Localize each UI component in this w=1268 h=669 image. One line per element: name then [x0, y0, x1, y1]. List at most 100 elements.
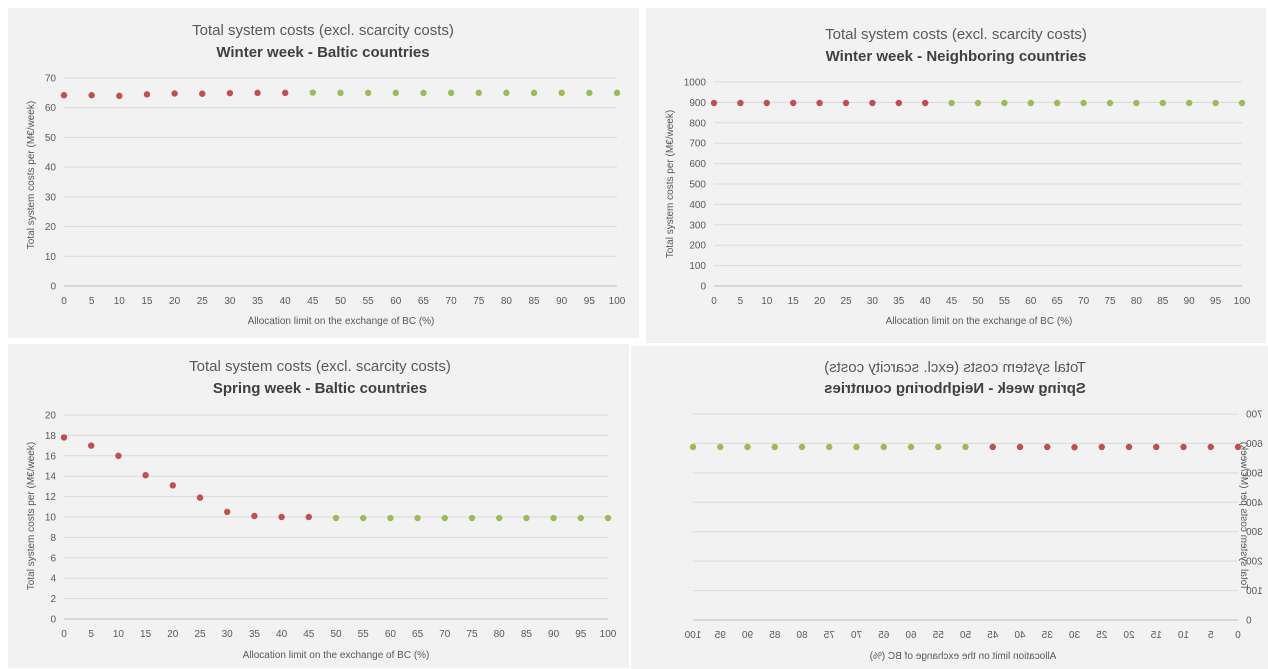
data-point: [586, 89, 593, 97]
y-tick-label: 12: [45, 492, 57, 503]
data-point: [332, 514, 340, 522]
x-tick-label: 85: [1157, 296, 1169, 307]
data-point: [1207, 443, 1214, 451]
mirrored-chart-group: 0 100 200 300 400 500 600 700 0 5 10 15 20 25 30 35 40 45…: [684, 359, 1262, 662]
chart-title: Total system costs (excl. scarcity costs…: [189, 358, 451, 375]
x-tick-label: 5: [89, 296, 95, 307]
x-tick-label: 60: [390, 296, 402, 307]
chart-svg-spring-baltic: 0 2 4 6 8 10 12 14 16 18 20 0 5 10 15 20 25 30 35 40 45 50 55 6…: [26, 358, 617, 661]
data-point: [1212, 99, 1219, 107]
x-tick-label: 35: [893, 296, 905, 307]
y-tick-label: 0: [700, 282, 706, 293]
data-point: [816, 99, 823, 107]
data-point: [282, 89, 289, 97]
plot-area: 0 100 200 300 400 500 600 700 800 900 1000 0 5 10 15 20…: [684, 78, 1251, 308]
data-point: [550, 514, 557, 522]
data-point: [842, 99, 850, 107]
chart-svg-spring-neighboring: 0 100 200 300 400 500 600 700 0 5 10 15 20 25 30 35 40 45…: [684, 359, 1262, 662]
x-tick-label: 60: [905, 630, 917, 641]
data-point: [503, 89, 510, 97]
x-tick-label: 20: [814, 296, 826, 307]
x-tick-label: 10: [1178, 630, 1190, 641]
data-point: [710, 99, 718, 107]
data-point: [392, 89, 399, 97]
y-tick-label: 4: [50, 574, 56, 585]
y-tick-label: 0: [50, 615, 56, 626]
y-tick-label: 30: [45, 192, 57, 203]
data-point: [88, 442, 95, 449]
y-tick-label: 1000: [684, 78, 707, 89]
x-tick-label: 40: [280, 296, 292, 307]
x-tick-label: 40: [920, 296, 932, 307]
x-tick-label: 90: [548, 629, 560, 640]
data-point: [1125, 443, 1133, 451]
data-point: [251, 512, 258, 520]
x-tick-label: 15: [788, 296, 800, 307]
data-point: [278, 513, 285, 521]
y-tick-label: 600: [1246, 439, 1263, 450]
x-tick-label: 55: [358, 629, 370, 640]
data-point: [826, 443, 833, 451]
x-tick-label: 25: [197, 296, 209, 307]
y-tick-label: 20: [45, 222, 57, 233]
chart-panel-spring-baltic: 0 2 4 6 8 10 12 14 16 18 20 0 5 10 15 20 25 30 35 40 45 50 55 6…: [8, 344, 629, 668]
x-tick-label: 75: [466, 629, 478, 640]
data-point: [199, 90, 206, 97]
data-point: [737, 99, 744, 107]
data-point: [577, 514, 584, 522]
x-tick-label: 80: [1131, 296, 1143, 307]
x-tick-label: 30: [224, 296, 236, 307]
plot-area: 0 2 4 6 8 10 12 14 16 18 20 0 5 10 15 20 25 30 35 40 45 50 55 6…: [45, 411, 617, 641]
data-point: [60, 434, 68, 441]
x-tick-label: 10: [113, 629, 125, 640]
x-tick-label: 15: [1150, 630, 1162, 641]
y-tick-label: 18: [45, 431, 57, 442]
x-tick-label: 90: [556, 296, 568, 307]
x-tick-label: 80: [494, 629, 506, 640]
data-point: [171, 90, 178, 97]
chart-title: Total system costs (excl. scarcity costs…: [192, 22, 454, 39]
y-axis-label: Total system costs per (M€/week): [1238, 442, 1249, 590]
x-tick-label: 50: [330, 629, 342, 640]
data-point: [360, 514, 367, 522]
data-point: [1238, 99, 1246, 107]
plot-area: 0 100 200 300 400 500 600 700 0 5 10 15 20 25 30 35 40 45…: [684, 410, 1262, 642]
data-point: [305, 513, 312, 521]
y-tick-label: 10: [45, 252, 57, 263]
x-tick-label: 50: [960, 630, 972, 641]
x-axis-label: Allocation limit on the exchange of BC (…: [870, 651, 1057, 662]
x-tick-label: 100: [600, 629, 617, 640]
x-tick-label: 35: [249, 629, 261, 640]
x-tick-label: 95: [575, 629, 587, 640]
data-point: [88, 92, 95, 99]
x-tick-label: 5: [88, 629, 94, 640]
x-tick-label: 40: [1014, 630, 1026, 641]
chart-subtitle: Spring week - Neighboring countries: [824, 380, 1086, 397]
data-point: [441, 514, 448, 522]
data-point: [907, 443, 915, 451]
data-point: [771, 443, 778, 451]
x-tick-label: 85: [528, 296, 540, 307]
x-tick-label: 65: [412, 629, 424, 640]
data-point: [1106, 99, 1114, 107]
x-tick-label: 0: [61, 296, 67, 307]
y-tick-label: 0: [50, 282, 56, 293]
x-tick-label: 25: [194, 629, 206, 640]
x-tick-label: 0: [61, 629, 67, 640]
x-tick-label: 30: [867, 296, 879, 307]
x-tick-label: 95: [1210, 296, 1222, 307]
data-point: [1016, 443, 1024, 451]
y-tick-label: 900: [689, 98, 706, 109]
x-tick-label: 75: [1104, 296, 1116, 307]
y-tick-label: 300: [689, 220, 706, 231]
x-tick-label: 50: [972, 296, 984, 307]
x-tick-label: 65: [878, 630, 890, 641]
x-tick-label: 80: [796, 630, 808, 641]
x-tick-label: 65: [418, 296, 430, 307]
x-tick-label: 85: [769, 630, 781, 641]
x-tick-label: 65: [1052, 296, 1064, 307]
data-point: [496, 514, 503, 522]
y-tick-label: 700: [689, 139, 706, 150]
y-tick-label: 400: [689, 200, 706, 211]
x-tick-label: 5: [738, 296, 744, 307]
